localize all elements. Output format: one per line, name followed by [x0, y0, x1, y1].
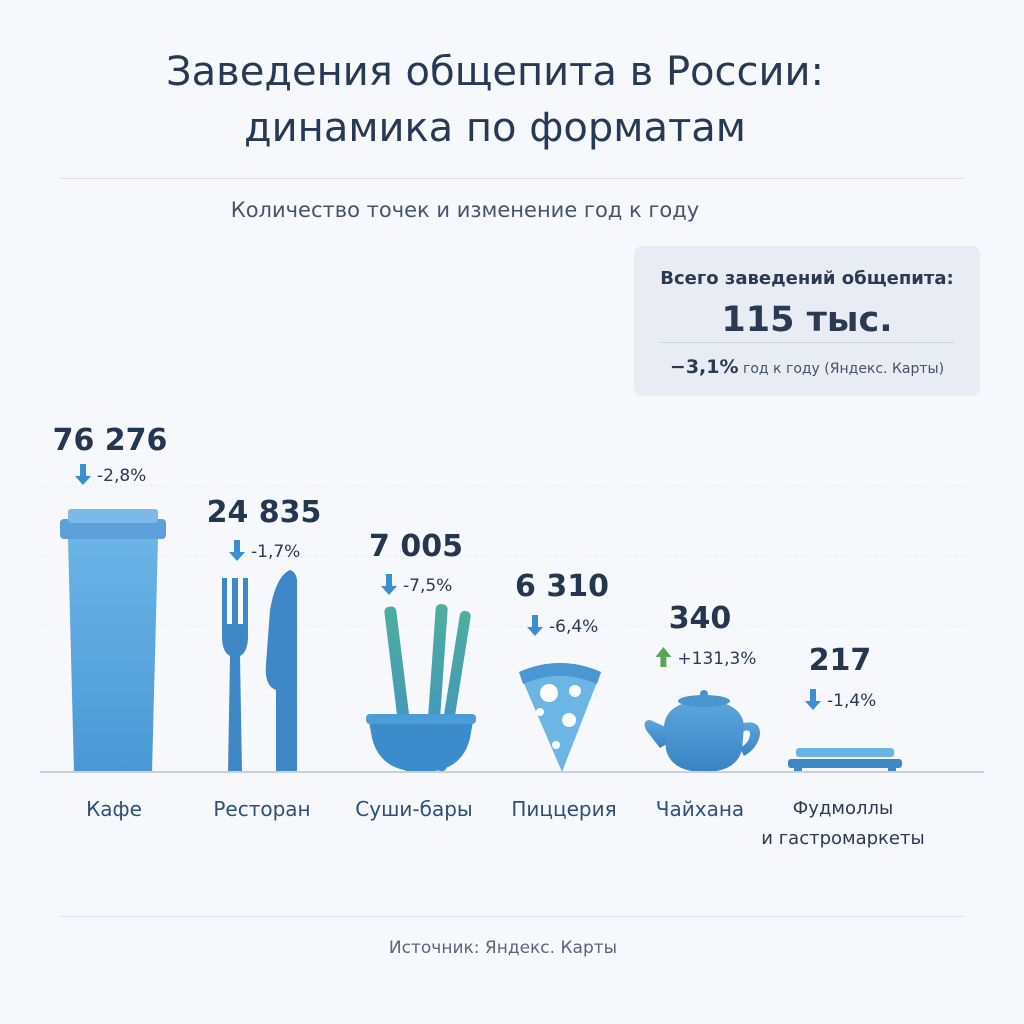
change-label: +131,3% [677, 649, 756, 669]
bar-cafe [60, 509, 166, 772]
gridlines [40, 485, 984, 697]
arrow-up-icon [655, 647, 672, 667]
bar-teahouse [644, 690, 760, 772]
value-label: 340 [669, 601, 732, 636]
tray-leg [794, 767, 802, 772]
chart-title: Заведения общепита в России: динамика по… [0, 44, 990, 156]
arrow-down-icon [381, 574, 397, 595]
category-label: Ресторан [213, 797, 311, 821]
arrow-down-icon [527, 615, 543, 636]
pizza-topping [562, 713, 576, 727]
chart-title-line-2: динамика по форматам [244, 105, 746, 151]
cup-lid [60, 519, 166, 539]
category-label: Суши-бары [355, 797, 473, 821]
chart-subtitle: Количество точек и изменение год к году [230, 198, 700, 222]
total-card: Всего заведений общепита: 115 тыс. −3,1%… [634, 246, 980, 396]
category-label-line: Фудмоллы [792, 798, 894, 819]
category-label: Кафе [86, 797, 142, 821]
sushi-bowl-rim [366, 714, 476, 724]
value-label: 7 005 [369, 529, 463, 564]
bar-foodmall [788, 748, 902, 772]
change-label: -7,5% [403, 576, 452, 596]
pizza-topping [569, 685, 581, 697]
teapot-knob [700, 690, 708, 698]
sushi-bowl-icon [368, 716, 474, 772]
bar-pizzeria [519, 663, 601, 772]
category-label: Чайхана [655, 797, 745, 821]
arrow-down-icon [805, 689, 821, 710]
value-label: 6 310 [515, 569, 609, 604]
bottom-divider [60, 916, 964, 917]
knife-icon [265, 570, 297, 772]
value-label: 24 835 [207, 495, 322, 530]
total-change-value: −3,1% [669, 356, 739, 378]
teapot-lid [678, 695, 730, 707]
total-change-note: год к году (Яндекс. Карты) [743, 361, 945, 377]
teapot-spout [644, 720, 670, 748]
category-label: Пиццерия [511, 797, 617, 821]
total-label: Всего заведений общепита: [660, 268, 954, 289]
pizza-topping [540, 684, 558, 702]
arrow-down-icon [229, 540, 245, 561]
change-labels: -2,8% -1,7% -7,5% -6,4% +131,3% -1,4% [75, 464, 876, 711]
total-value: 115 тыс. [721, 300, 893, 340]
tray-top [796, 748, 894, 757]
cup-lid-top [68, 509, 158, 523]
change-label: -6,4% [549, 617, 598, 637]
arrow-down-icon [75, 464, 91, 485]
fork-icon [222, 578, 248, 772]
value-label: 76 276 [53, 423, 168, 458]
value-label: 217 [809, 643, 872, 678]
total-change: −3,1% год к году (Яндекс. Карты) [634, 356, 980, 378]
pizza-topping [536, 708, 544, 716]
top-divider [60, 178, 964, 179]
teapot-icon [664, 700, 744, 772]
category-label: Фудмоллы и гастромаркеты [743, 794, 943, 854]
tray-leg [888, 767, 896, 772]
pizza-topping [552, 741, 560, 749]
source-note: Источник: Яндекс. Карты [388, 938, 618, 958]
tray-icon [788, 759, 902, 768]
change-label: -2,8% [97, 466, 146, 486]
bar-sushi [366, 604, 476, 772]
cup-icon [68, 539, 158, 772]
bar-restaurant [222, 570, 297, 772]
pizza-crust [519, 663, 601, 684]
category-label-line: и гастромаркеты [761, 828, 925, 849]
teapot-handle [740, 722, 760, 756]
change-label: -1,7% [251, 542, 300, 562]
value-labels: 76 276 24 835 7 005 6 310 340 217 [53, 423, 872, 678]
total-divider [660, 342, 954, 343]
change-label: -1,4% [827, 691, 876, 711]
chart-title-line-1: Заведения общепита в России: [166, 49, 824, 95]
